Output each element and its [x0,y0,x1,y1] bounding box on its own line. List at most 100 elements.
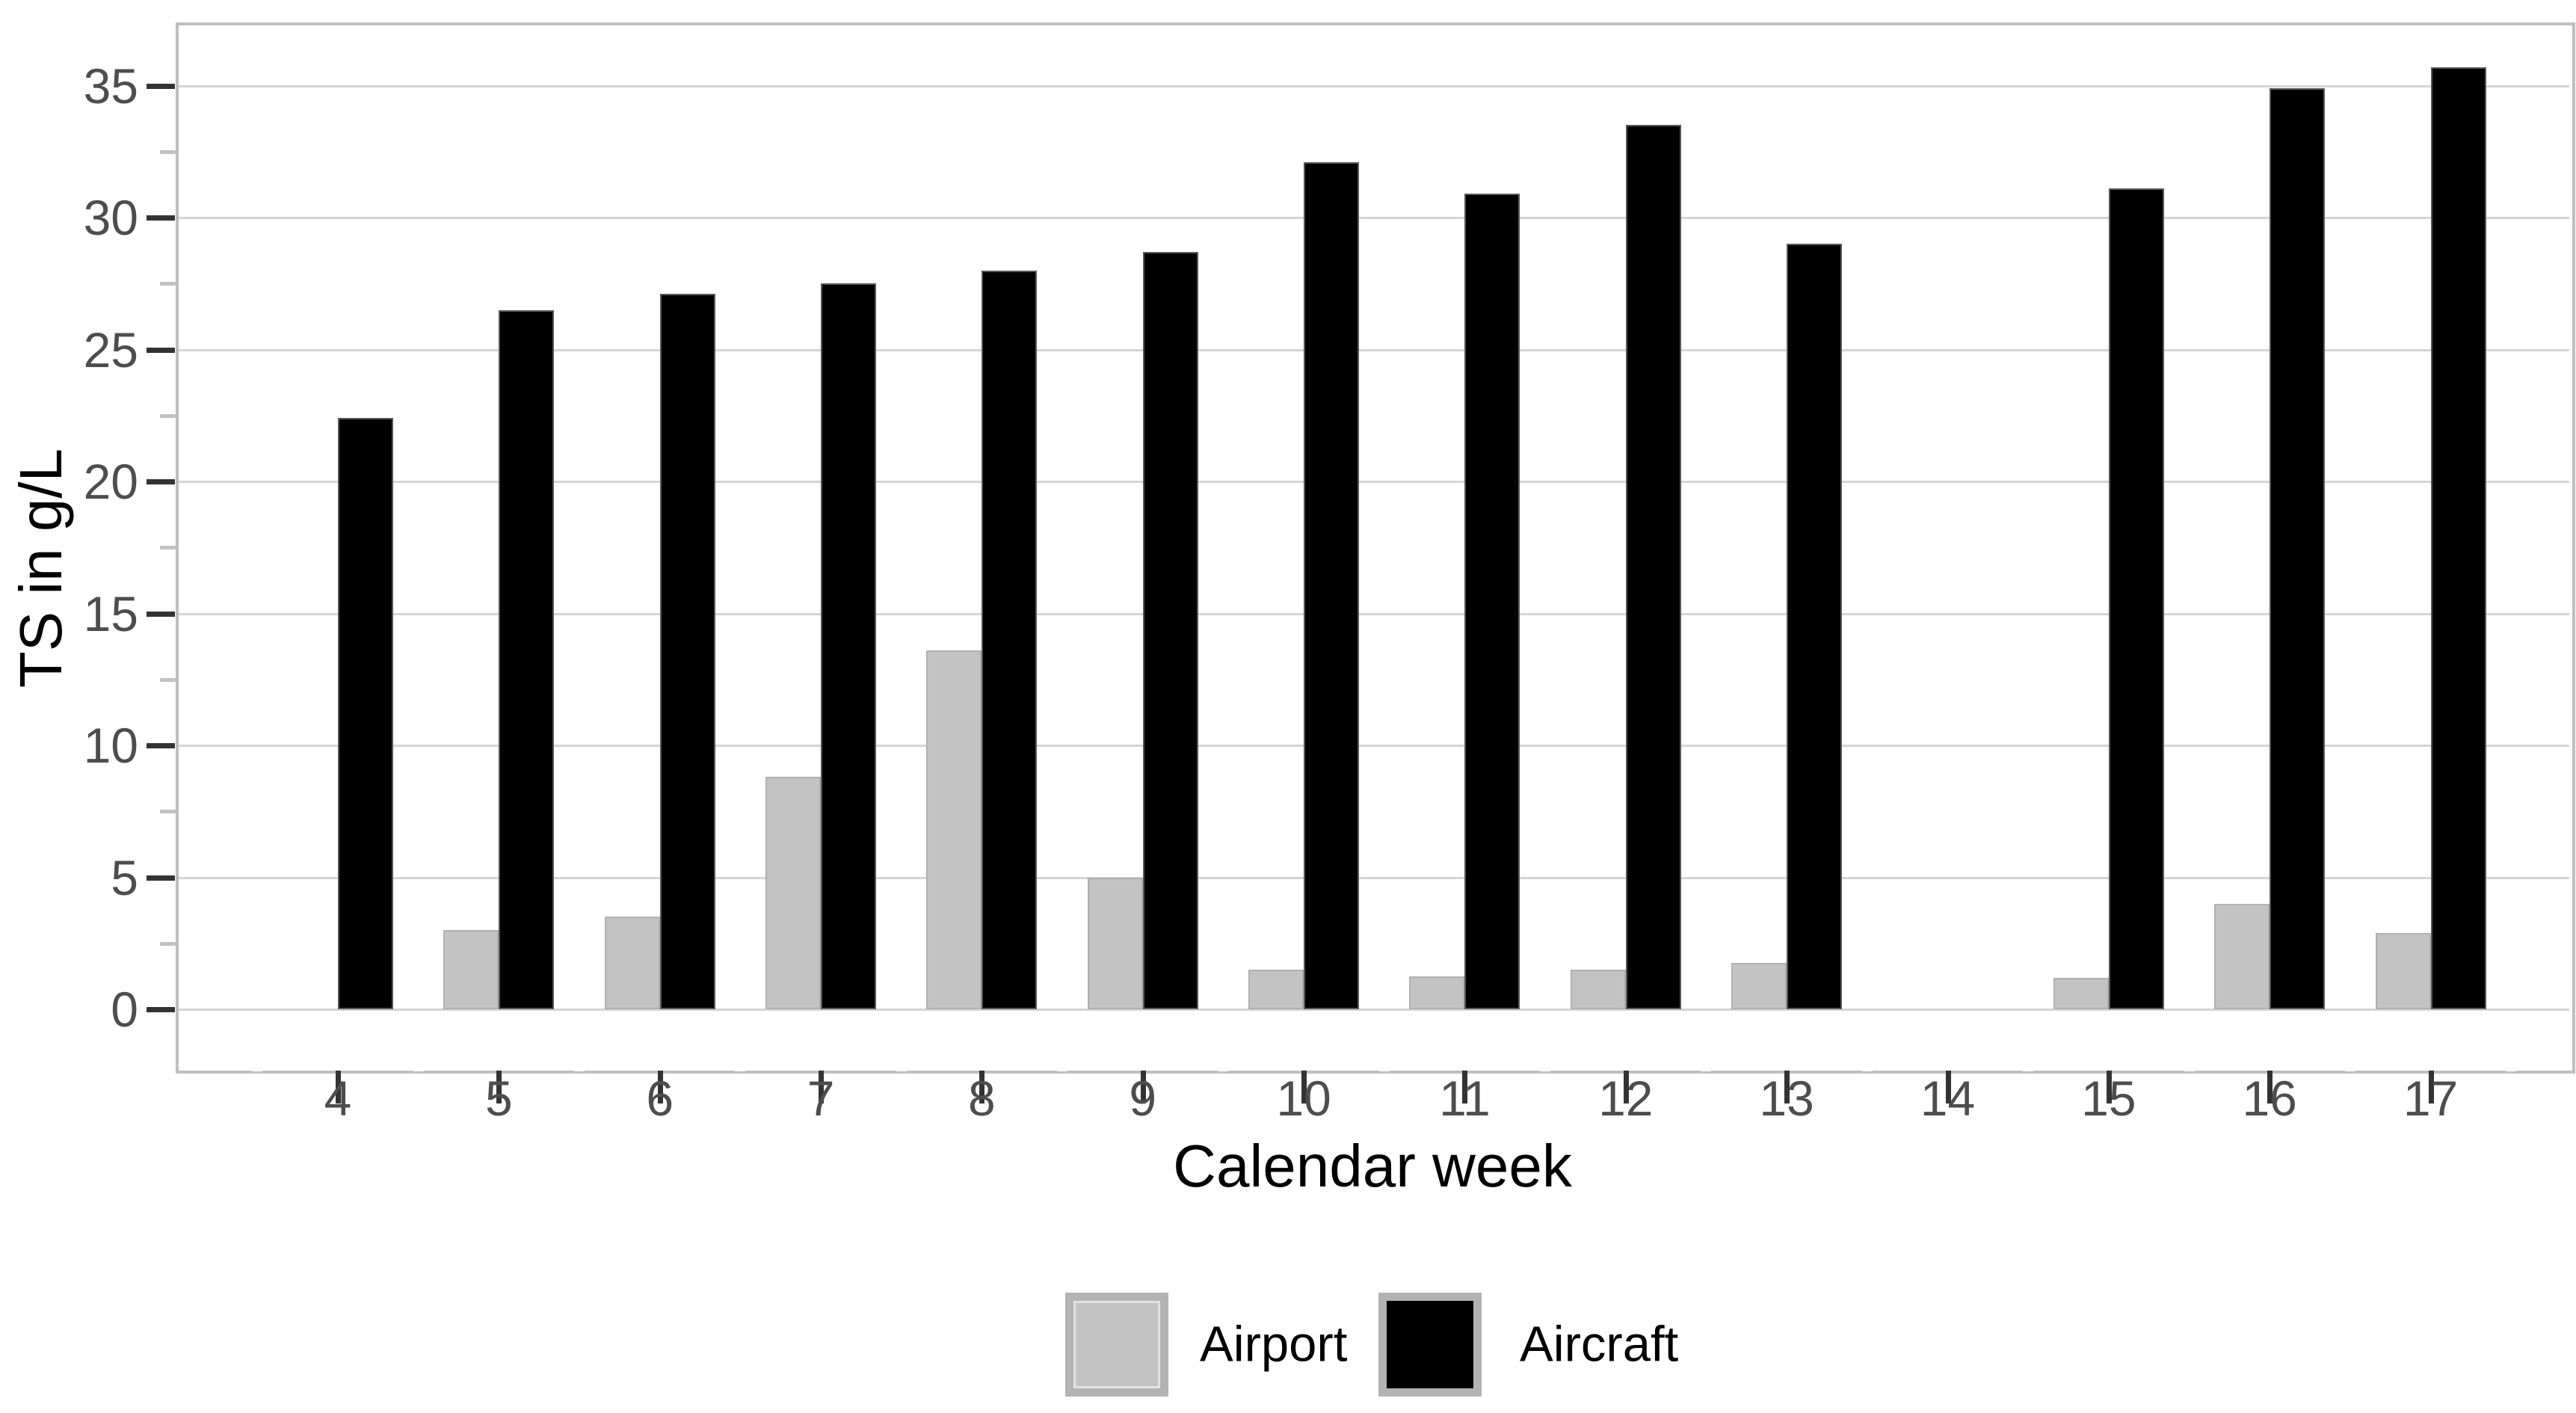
x-tick-10 [1301,1071,1307,1103]
y-tick-label-10: 10 [83,718,138,773]
y-minor-tick-17.5 [160,546,176,550]
plot-panel-border [176,22,2575,1074]
x-axis-minor-gap-9 [1701,1067,1712,1071]
x-tick-label-8: 8 [968,1071,996,1126]
x-axis-minor-gap-2 [574,1067,585,1071]
y-tick-25 [147,347,175,353]
bar-aircraft-week-6 [659,294,715,1009]
gridline-y-20 [176,481,2569,483]
y-tick-label-15: 15 [83,585,138,641]
x-axis-minor-gap-12 [2184,1067,2195,1071]
bar-aircraft-week-16 [2270,88,2326,1009]
x-tick-13 [1784,1071,1790,1103]
x-axis-minor-gap-13 [2344,1067,2355,1071]
gridline-y-0 [176,1009,2569,1011]
bar-aircraft-week-13 [1787,244,1843,1009]
x-axis-minor-gap-6 [1218,1067,1229,1071]
bar-airport-week-8 [926,650,982,1009]
bar-aircraft-week-5 [499,310,555,1009]
x-tick-16 [2267,1071,2273,1103]
x-tick-label-5: 5 [484,1071,513,1126]
bar-airport-week-11 [1409,976,1465,1009]
y-axis-title: TS in g/L [7,448,74,689]
gridline-y-10 [176,745,2569,747]
x-tick-label-12: 12 [1598,1071,1654,1126]
y-minor-tick-22.5 [160,413,176,418]
y-tick-20 [147,479,175,484]
x-tick-label-6: 6 [646,1071,674,1126]
gridline-y-35 [176,84,2569,87]
x-tick-11 [1462,1071,1468,1103]
y-tick-5 [147,875,175,881]
y-minor-tick-12.5 [160,677,176,682]
x-tick-label-17: 17 [2403,1071,2459,1126]
y-minor-tick-2.5 [160,941,176,946]
legend-key-airport [1065,1293,1168,1397]
x-axis-minor-gap-4 [896,1067,907,1071]
x-tick-label-7: 7 [807,1071,835,1126]
x-tick-label-15: 15 [2081,1071,2136,1126]
x-axis-minor-gap-8 [1540,1067,1551,1071]
y-tick-0 [147,1007,175,1012]
x-axis-minor-gap-1 [413,1067,424,1071]
x-tick-7 [819,1071,825,1103]
x-tick-5 [496,1071,502,1103]
x-tick-label-9: 9 [1129,1071,1157,1126]
bar-aircraft-week-4 [338,418,393,1009]
gridline-y-5 [176,876,2569,879]
y-tick-label-5: 5 [111,849,138,905]
x-axis-minor-gap-5 [1057,1067,1068,1071]
bar-aircraft-week-8 [982,270,1038,1009]
bar-airport-week-16 [2214,903,2270,1009]
x-axis-minor-gap-7 [1378,1067,1390,1071]
x-tick-label-4: 4 [324,1071,352,1126]
y-minor-tick-32.5 [160,150,176,154]
x-axis-title: Calendar week [1173,1133,1572,1199]
x-axis-minor-gap-14 [2506,1067,2517,1071]
x-axis-minor-gap-3 [735,1067,746,1071]
bar-aircraft-week-9 [1142,251,1198,1009]
x-tick-4 [336,1071,341,1103]
x-tick-label-14: 14 [1920,1071,1976,1126]
gridline-y-25 [176,348,2569,351]
y-tick-label-0: 0 [111,982,138,1037]
x-tick-label-13: 13 [1759,1071,1814,1126]
bar-airport-week-6 [604,917,660,1009]
x-tick-17 [2428,1071,2434,1103]
x-tick-14 [1945,1071,1951,1103]
bar-aircraft-week-17 [2430,67,2486,1009]
x-axis-minor-gap-10 [1861,1067,1873,1071]
y-tick-15 [147,611,175,617]
x-axis-minor-gap-0 [252,1067,263,1071]
legend-swatch-airport-icon [1073,1301,1160,1388]
bar-aircraft-week-7 [821,283,877,1009]
legend-swatch-aircraft-icon [1387,1301,1473,1388]
bar-airport-week-5 [443,930,499,1009]
legend-label-airport: Airport [1200,1316,1348,1373]
y-tick-label-30: 30 [83,190,138,245]
legend-key-aircraft [1378,1293,1482,1397]
x-tick-label-11: 11 [1439,1071,1491,1126]
bar-airport-week-7 [765,777,822,1009]
bar-aircraft-week-15 [2108,188,2164,1009]
x-tick-label-16: 16 [2242,1071,2297,1126]
y-minor-tick-7.5 [160,810,176,814]
y-minor-tick-27.5 [160,282,176,286]
y-tick-label-25: 25 [83,321,138,378]
x-tick-6 [657,1071,663,1103]
x-tick-8 [979,1071,985,1103]
y-tick-30 [147,215,175,221]
bar-airport-week-9 [1087,877,1143,1009]
y-tick-label-35: 35 [83,58,138,114]
bar-aircraft-week-12 [1625,125,1681,1009]
bar-airport-week-17 [2375,932,2431,1009]
gridline-y-15 [176,612,2569,615]
bar-aircraft-week-10 [1304,161,1360,1009]
x-tick-label-10: 10 [1276,1071,1331,1126]
bar-airport-week-13 [1731,963,1787,1009]
bar-airport-week-15 [2053,977,2109,1009]
y-tick-10 [147,743,175,748]
x-tick-9 [1140,1071,1146,1103]
bar-aircraft-week-11 [1464,194,1520,1009]
